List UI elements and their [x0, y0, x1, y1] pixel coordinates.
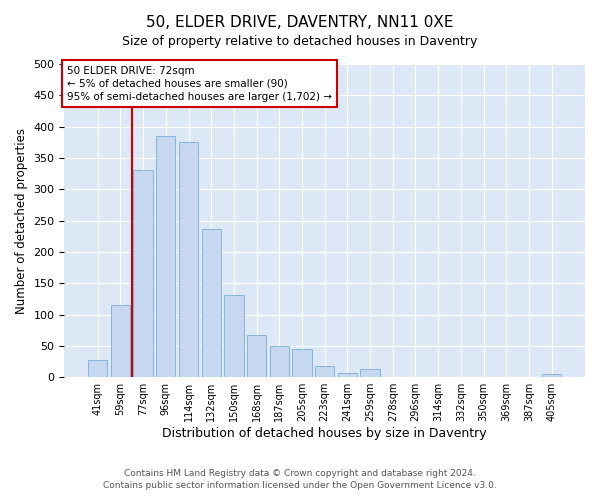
Bar: [224, 294, 244, 377]
Bar: [338, 373, 357, 377]
Bar: [156, 136, 175, 377]
Bar: [111, 304, 130, 377]
Text: 50 ELDER DRIVE: 72sqm
← 5% of detached houses are smaller (90)
95% of semi-detac: 50 ELDER DRIVE: 72sqm ← 5% of detached h…: [67, 66, 332, 102]
Bar: [269, 346, 289, 377]
Bar: [542, 374, 562, 377]
X-axis label: Distribution of detached houses by size in Daventry: Distribution of detached houses by size …: [163, 427, 487, 440]
Bar: [133, 170, 153, 377]
Bar: [361, 369, 380, 377]
Y-axis label: Number of detached properties: Number of detached properties: [15, 128, 28, 314]
Text: Size of property relative to detached houses in Daventry: Size of property relative to detached ho…: [122, 35, 478, 48]
Text: 50, ELDER DRIVE, DAVENTRY, NN11 0XE: 50, ELDER DRIVE, DAVENTRY, NN11 0XE: [146, 15, 454, 30]
Bar: [315, 366, 334, 377]
Bar: [247, 334, 266, 377]
Bar: [179, 142, 198, 377]
Bar: [202, 228, 221, 377]
Bar: [88, 360, 107, 377]
Bar: [292, 349, 311, 377]
Text: Contains HM Land Registry data © Crown copyright and database right 2024.
Contai: Contains HM Land Registry data © Crown c…: [103, 468, 497, 490]
